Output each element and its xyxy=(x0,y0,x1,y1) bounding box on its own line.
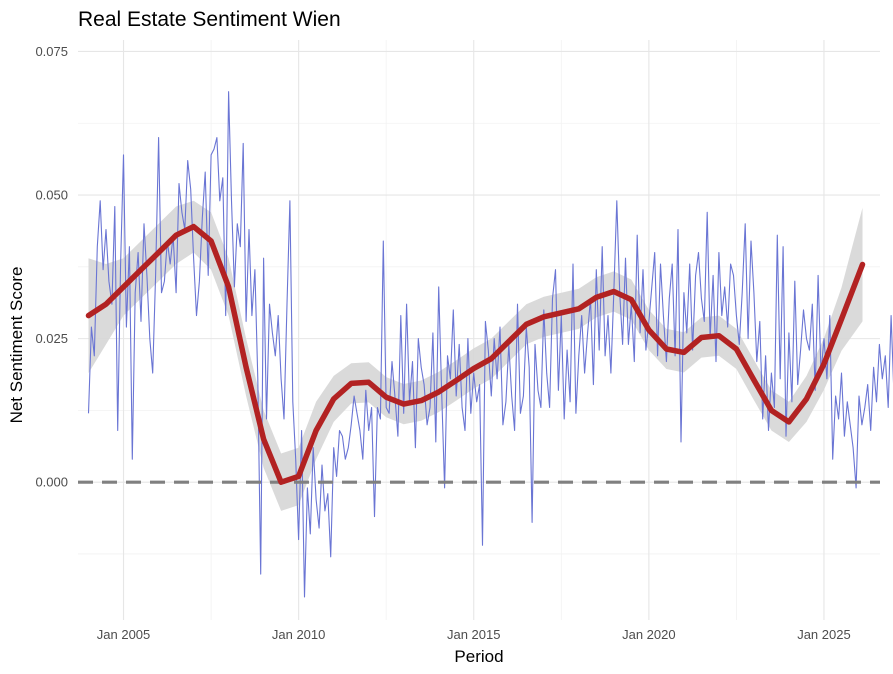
y-tick-label: 0.025 xyxy=(35,331,68,346)
x-tick-label: Jan 2015 xyxy=(447,627,501,642)
raw-sentiment-line xyxy=(87,91,893,598)
x-tick-label: Jan 2005 xyxy=(97,627,151,642)
x-axis-title: Period xyxy=(454,647,503,666)
x-tick-label: Jan 2010 xyxy=(272,627,326,642)
grid xyxy=(78,40,880,620)
y-axis-ticks: 0.000 0.025 0.050 0.075 xyxy=(35,44,68,490)
smoothed-trend-layer xyxy=(85,223,866,485)
y-tick-label: 0.050 xyxy=(35,188,68,203)
x-tick-label: Jan 2020 xyxy=(622,627,676,642)
chart-title: Real Estate Sentiment Wien xyxy=(78,8,341,31)
y-axis-title: Net Sentiment Score xyxy=(7,267,26,424)
smoothed-trend-line xyxy=(85,223,866,485)
x-axis-ticks: Jan 2005 Jan 2010 Jan 2015 Jan 2020 Jan 2025 xyxy=(97,627,851,642)
confidence-band-layer xyxy=(88,200,863,511)
confidence-band xyxy=(88,200,863,511)
raw-series-layer xyxy=(87,91,893,598)
y-tick-label: 0.075 xyxy=(35,44,68,59)
x-tick-label: Jan 2025 xyxy=(797,627,851,642)
y-tick-label: 0.000 xyxy=(35,475,68,490)
